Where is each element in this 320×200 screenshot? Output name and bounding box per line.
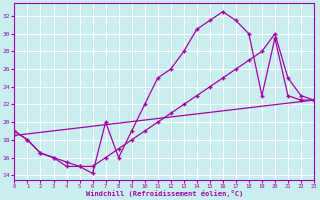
X-axis label: Windchill (Refroidissement éolien,°C): Windchill (Refroidissement éolien,°C) [85,190,243,197]
